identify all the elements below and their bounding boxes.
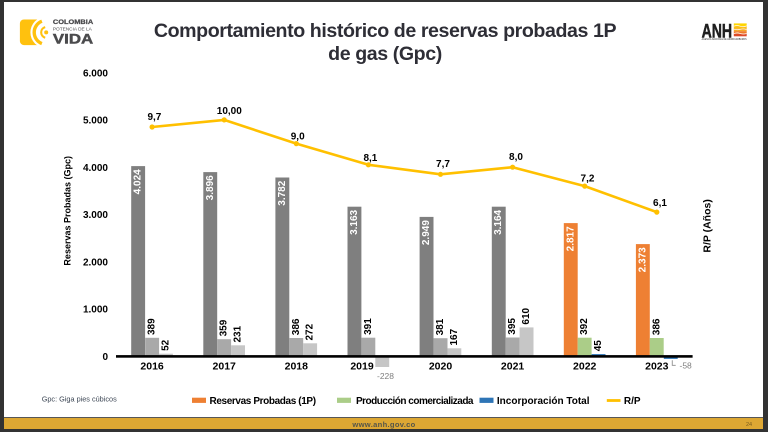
svg-text:2.000: 2.000	[83, 257, 108, 268]
svg-text:3.163: 3.163	[349, 209, 360, 234]
svg-text:5.000: 5.000	[83, 116, 108, 127]
svg-text:2.817: 2.817	[565, 226, 576, 251]
svg-text:8,1: 8,1	[363, 153, 377, 164]
svg-text:4.000: 4.000	[83, 163, 108, 174]
svg-text:9,7: 9,7	[147, 112, 161, 123]
svg-text:10,00: 10,00	[217, 106, 242, 117]
svg-text:-58: -58	[680, 361, 693, 371]
svg-text:7,7: 7,7	[436, 159, 450, 170]
svg-text:R/P (Años): R/P (Años)	[701, 199, 713, 252]
svg-text:386: 386	[291, 318, 302, 335]
svg-text:POTENCIA DE LA: POTENCIA DE LA	[53, 27, 93, 33]
svg-text:1.000: 1.000	[83, 305, 108, 316]
svg-text:3.782: 3.782	[277, 180, 288, 205]
svg-text:Reservas Probadas (Gpc): Reservas Probadas (Gpc)	[63, 156, 73, 266]
svg-text:3.000: 3.000	[83, 210, 108, 221]
svg-text:9,0: 9,0	[291, 131, 305, 142]
svg-text:6.000: 6.000	[83, 68, 108, 79]
svg-text:AGENCIA NACIONAL DE HIDROCARBU: AGENCIA NACIONAL DE HIDROCARBUROS	[702, 37, 747, 41]
svg-text:381: 381	[435, 318, 446, 335]
svg-text:2021: 2021	[501, 361, 525, 373]
svg-text:2020: 2020	[429, 361, 453, 373]
svg-text:8,0: 8,0	[509, 152, 523, 163]
svg-text:Producción comercializada: Producción comercializada	[356, 396, 474, 407]
svg-text:ANH: ANH	[702, 21, 733, 42]
svg-text:Incorporación Total: Incorporación Total	[497, 396, 590, 407]
svg-text:3.164: 3.164	[493, 209, 504, 234]
svg-text:52: 52	[161, 339, 172, 351]
svg-text:2016: 2016	[140, 361, 164, 373]
svg-text:386: 386	[651, 318, 662, 335]
svg-text:2023: 2023	[645, 361, 669, 373]
svg-text:391: 391	[363, 318, 374, 335]
svg-text:R/P: R/P	[624, 396, 641, 407]
svg-text:2.373: 2.373	[637, 247, 648, 272]
svg-text:2022: 2022	[573, 361, 597, 373]
svg-text:389: 389	[147, 318, 158, 335]
svg-text:3.896: 3.896	[205, 175, 216, 200]
svg-text:Reservas Probadas (1P): Reservas Probadas (1P)	[210, 396, 316, 407]
svg-text:231: 231	[233, 325, 244, 342]
svg-text:2018: 2018	[285, 361, 309, 373]
svg-text:167: 167	[449, 328, 460, 345]
svg-text:45: 45	[593, 340, 604, 352]
svg-text:392: 392	[579, 318, 590, 335]
svg-text:2019: 2019	[350, 361, 374, 373]
svg-text:6,1: 6,1	[653, 198, 667, 209]
svg-text:7,2: 7,2	[581, 174, 595, 185]
svg-text:0: 0	[102, 352, 108, 363]
svg-text:Gpc: Giga pies cúbicos: Gpc: Giga pies cúbicos	[42, 394, 117, 403]
svg-text:395: 395	[507, 318, 518, 335]
svg-text:272: 272	[305, 323, 316, 340]
svg-text:2017: 2017	[213, 361, 237, 373]
svg-text:COLOMBIA: COLOMBIA	[53, 20, 94, 26]
svg-text:4.024: 4.024	[133, 169, 144, 194]
svg-text:359: 359	[219, 319, 230, 336]
svg-text:-228: -228	[377, 371, 394, 381]
svg-text:2.949: 2.949	[421, 220, 432, 245]
svg-text:VIDA: VIDA	[53, 31, 94, 46]
svg-text:610: 610	[521, 307, 532, 324]
